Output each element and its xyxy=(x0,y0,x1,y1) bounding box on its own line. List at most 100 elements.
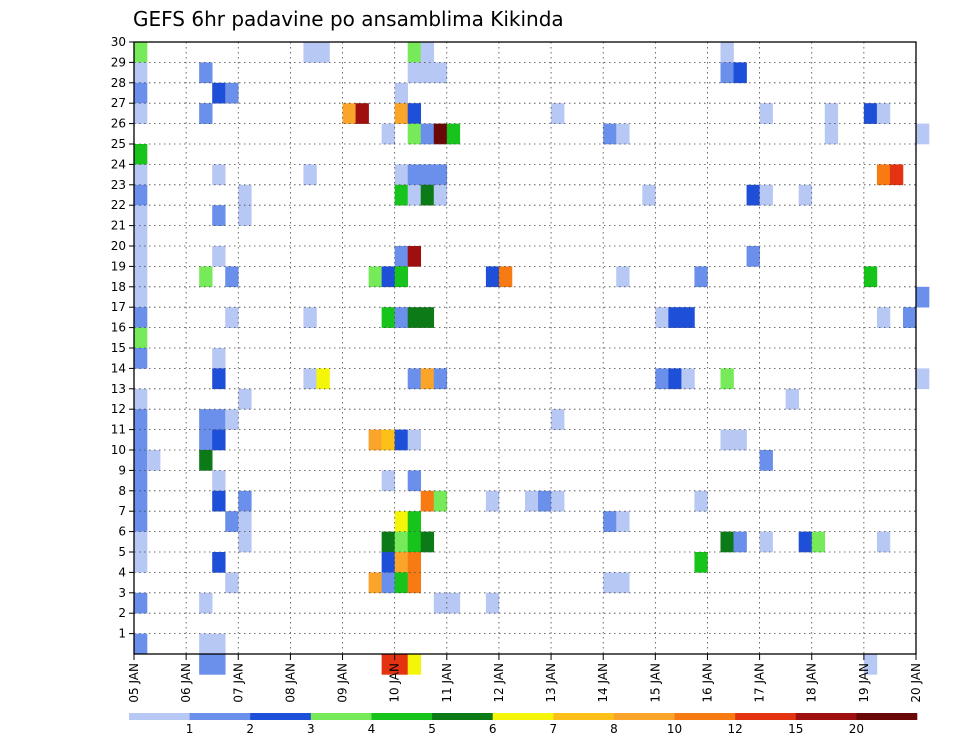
x-tick-label: 05 JAN xyxy=(127,663,141,703)
heatmap-cell xyxy=(212,82,226,104)
heatmap-cell xyxy=(134,103,148,124)
heatmap-cell xyxy=(407,572,422,594)
heatmap-cell xyxy=(225,409,239,430)
heatmap-cell xyxy=(694,490,708,512)
heatmap-cell xyxy=(381,429,395,451)
heatmap-cell xyxy=(212,654,226,675)
colorbar-segment xyxy=(432,713,493,720)
heatmap-cell xyxy=(902,307,917,328)
y-tick-label: 14 xyxy=(111,361,126,375)
heatmap-cell xyxy=(212,368,226,390)
heatmap-cell xyxy=(720,368,734,390)
heatmap-cell xyxy=(876,307,891,328)
heatmap-cell xyxy=(394,654,408,675)
heatmap-cell xyxy=(551,103,565,124)
heatmap-cell xyxy=(134,184,148,206)
x-tick-label: 06 JAN xyxy=(179,663,193,703)
heatmap-cell xyxy=(407,184,422,206)
colorbar-label: 8 xyxy=(610,722,618,736)
heatmap-cell xyxy=(212,552,226,573)
heatmap-cell xyxy=(134,348,148,369)
heatmap-cell xyxy=(433,184,448,206)
heatmap-cell xyxy=(134,62,148,84)
heatmap-cell xyxy=(433,592,448,614)
y-axis: 1234567891011121314151617181920212223242… xyxy=(111,35,134,641)
heatmap-cell xyxy=(916,123,930,145)
heatmap-cell xyxy=(863,103,878,124)
heatmap-cell xyxy=(134,246,148,267)
heatmap-cell xyxy=(134,286,148,308)
heatmap-cell xyxy=(420,490,435,512)
colorbar-segment xyxy=(189,713,251,720)
heatmap-cell xyxy=(681,368,695,390)
heatmap-cell xyxy=(759,103,773,124)
heatmap-cell xyxy=(798,184,813,206)
y-tick-label: 16 xyxy=(111,321,126,335)
heatmap-cell xyxy=(733,62,747,84)
y-tick-label: 15 xyxy=(111,341,126,355)
heatmap-cell xyxy=(407,654,422,675)
heatmap-cell xyxy=(212,470,226,492)
colorbar-segment xyxy=(795,713,857,720)
x-tick-label: 08 JAN xyxy=(283,663,297,703)
heatmap-cell xyxy=(407,470,422,492)
heatmap-cell xyxy=(394,266,408,288)
heatmap-cell xyxy=(394,531,408,553)
heatmap-cell xyxy=(694,552,708,573)
heatmap-cell xyxy=(381,470,395,492)
heatmap-cell xyxy=(407,511,422,532)
heatmap-cell xyxy=(134,511,148,532)
heatmap-cell xyxy=(134,307,148,328)
y-tick-label: 20 xyxy=(111,239,126,253)
heatmap-cell xyxy=(485,490,500,512)
heatmap-cell xyxy=(420,368,435,390)
heatmap-cell xyxy=(134,592,148,614)
y-tick-label: 1 xyxy=(118,627,126,641)
heatmap-cell xyxy=(147,450,161,471)
heatmap-cell xyxy=(733,429,747,451)
heatmap-cell xyxy=(538,490,552,512)
heatmap-cell xyxy=(733,531,747,553)
colorbar-segment xyxy=(250,713,312,720)
heatmap-cell xyxy=(824,123,839,145)
heatmap-cell xyxy=(238,531,252,553)
heatmap-cell xyxy=(616,511,630,532)
x-tick-label: 07 JAN xyxy=(231,663,245,703)
heatmap-cell xyxy=(134,409,148,430)
heatmap-cell xyxy=(381,552,395,573)
heatmap-cell xyxy=(433,368,448,390)
x-tick-label: 10 JAN xyxy=(388,663,402,703)
heatmap-cell xyxy=(134,144,148,165)
heatmap-cell xyxy=(212,429,226,451)
heatmap-cell xyxy=(212,633,226,655)
colorbar-label: 2 xyxy=(246,722,254,736)
heatmap-cell xyxy=(759,450,773,471)
heatmap-cell xyxy=(811,531,826,553)
x-tick-label: 15 JAN xyxy=(648,663,662,703)
y-tick-label: 12 xyxy=(111,402,126,416)
heatmap-cell xyxy=(433,62,448,84)
y-tick-label: 9 xyxy=(118,463,126,477)
heatmap-cell xyxy=(889,164,904,186)
heatmap-cell xyxy=(616,266,630,288)
heatmap-cell xyxy=(525,490,539,512)
heatmap-cell xyxy=(446,592,461,614)
heatmap-cell xyxy=(225,82,239,104)
heatmap-cell xyxy=(394,429,408,451)
y-tick-label: 25 xyxy=(111,137,126,151)
heatmap-cell xyxy=(134,388,148,410)
y-tick-label: 6 xyxy=(118,525,126,539)
heatmap-cell xyxy=(238,511,252,532)
heatmap-cell xyxy=(355,103,369,124)
colorbar-segment xyxy=(856,713,918,720)
heatmap-cell xyxy=(225,307,239,328)
colorbar-label: 6 xyxy=(489,722,497,736)
heatmap-cell xyxy=(303,368,317,390)
heatmap-cell xyxy=(407,123,422,145)
heatmap-cell xyxy=(407,531,422,553)
heatmap-cell xyxy=(238,388,252,410)
heatmap-cell xyxy=(394,307,408,328)
heatmap-cell xyxy=(603,511,617,532)
x-tick-label: 20 JAN xyxy=(909,663,923,703)
